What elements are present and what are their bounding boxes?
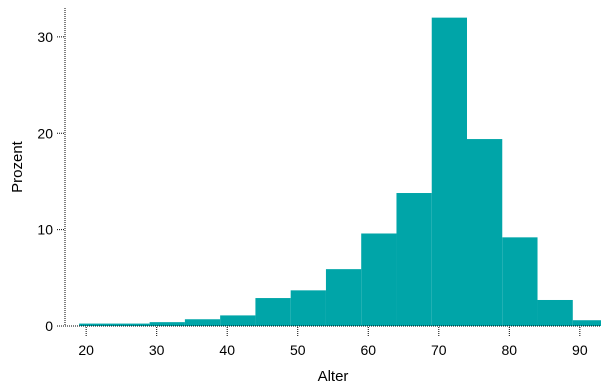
bars-group (79, 17, 601, 327)
y-tick-label-0: 0 (45, 318, 53, 334)
x-tick-label-90: 90 (572, 342, 588, 358)
y-axis-title: Prozent (9, 140, 26, 193)
histogram-bar-0 (79, 323, 150, 326)
histogram-bar-12 (537, 299, 573, 326)
histogram-bar-1 (149, 322, 185, 326)
x-tick-label-50: 50 (290, 342, 306, 358)
x-axis-title: Alter (318, 368, 349, 385)
histogram-bar-13 (572, 320, 601, 326)
histogram-bar-4 (255, 298, 291, 326)
x-tick-label-40: 40 (219, 342, 235, 358)
y-tick-label-30: 30 (37, 29, 53, 45)
histogram-bar-11 (502, 237, 538, 326)
y-tick-label-20: 20 (37, 125, 53, 141)
x-ticks-group: 20 30 40 50 60 70 80 90 (78, 327, 588, 358)
histogram-bar-10 (467, 139, 503, 326)
histogram-bar-9 (431, 17, 467, 327)
x-tick-label-20: 20 (78, 342, 94, 358)
x-tick-label-30: 30 (149, 342, 165, 358)
histogram-bar-2 (184, 319, 221, 326)
x-tick-label-70: 70 (431, 342, 447, 358)
y-ticks-group: 0 10 20 30 (37, 29, 64, 334)
histogram-bar-7 (361, 233, 397, 326)
histogram-bar-3 (220, 315, 256, 326)
histogram-bar-8 (396, 193, 432, 326)
x-tick-label-80: 80 (502, 342, 518, 358)
histogram-bar-6 (325, 269, 362, 326)
y-tick-label-10: 10 (37, 222, 53, 238)
x-tick-label-60: 60 (360, 342, 376, 358)
histogram-bar-5 (290, 290, 326, 326)
